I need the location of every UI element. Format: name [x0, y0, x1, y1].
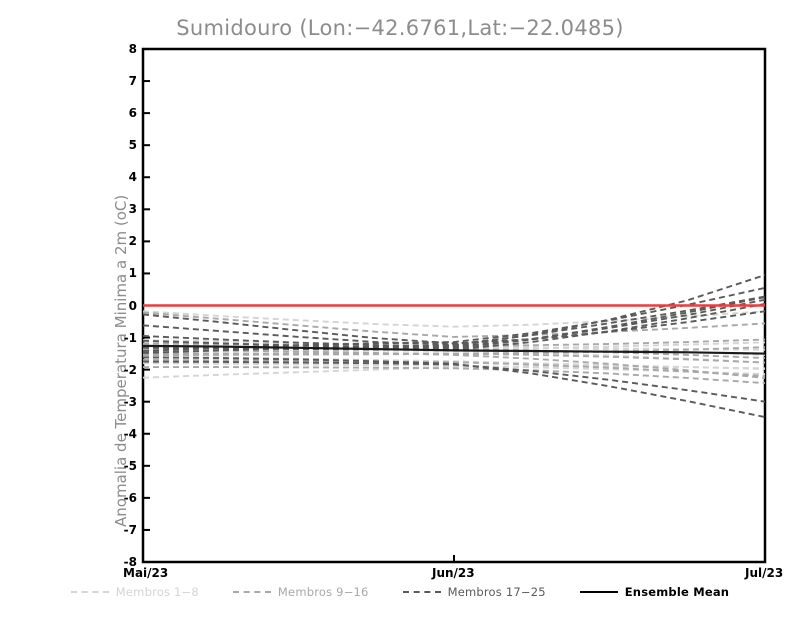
legend-item[interactable]: Ensemble Mean — [579, 585, 730, 599]
y-tick-label: 1 — [128, 266, 137, 281]
legend-swatch-icon — [70, 591, 109, 593]
member-line — [143, 365, 765, 379]
y-tick-label: 5 — [128, 138, 137, 153]
member-line — [143, 346, 765, 357]
series-group — [143, 274, 765, 419]
member-line — [143, 360, 765, 403]
legend-label: Membros 1−8 — [115, 585, 199, 599]
y-tick-label: 0 — [128, 298, 137, 313]
member-line — [143, 298, 765, 348]
y-tick-label: 2 — [128, 234, 137, 249]
member-line — [143, 310, 765, 328]
y-tick-label: -4 — [123, 426, 137, 441]
member-line — [143, 359, 765, 377]
member-line — [143, 311, 765, 338]
y-tick-label: -2 — [123, 362, 137, 377]
y-tick-label: 3 — [128, 202, 137, 217]
y-tick-label: 7 — [128, 74, 137, 89]
legend-item[interactable]: Membros 1−8 — [70, 585, 199, 599]
member-line — [143, 296, 765, 350]
y-tick-label: 4 — [128, 170, 137, 185]
legend-label: Membros 9−16 — [277, 585, 369, 599]
member-line — [143, 366, 765, 385]
legend-swatch-icon — [402, 591, 441, 593]
legend-swatch-icon — [232, 591, 271, 593]
legend-item[interactable]: Membros 9−16 — [232, 585, 369, 599]
y-tick-label: -3 — [123, 394, 137, 409]
member-line — [143, 310, 765, 345]
legend-label: Ensemble Mean — [624, 585, 730, 599]
chart-legend: Membros 1−8 Membros 9−16 Membros 17−25 Ense… — [0, 585, 800, 599]
legend-swatch-icon — [579, 591, 618, 593]
y-tick-label: -8 — [123, 555, 137, 569]
y-tick-label: -6 — [123, 490, 137, 505]
x-tick-label: Mai/23 — [123, 566, 169, 580]
chart-title: Sumidouro (Lon:−42.6761,Lat:−22.0485) — [176, 16, 624, 40]
y-tick-label: 6 — [128, 106, 137, 121]
y-tick-label: 8 — [128, 42, 137, 56]
y-tick-label: -7 — [123, 522, 137, 537]
legend-label: Membros 17−25 — [447, 585, 546, 599]
y-tick-label: -1 — [123, 330, 137, 345]
y-tick-label: -5 — [123, 458, 137, 473]
ensemble-mean-line — [143, 344, 765, 355]
member-line — [143, 348, 765, 379]
x-tick-label: Jul/23 — [745, 566, 784, 580]
member-line — [143, 362, 765, 376]
x-tick-label: Jun/23 — [432, 566, 475, 580]
legend-item[interactable]: Membros 17−25 — [402, 585, 546, 599]
